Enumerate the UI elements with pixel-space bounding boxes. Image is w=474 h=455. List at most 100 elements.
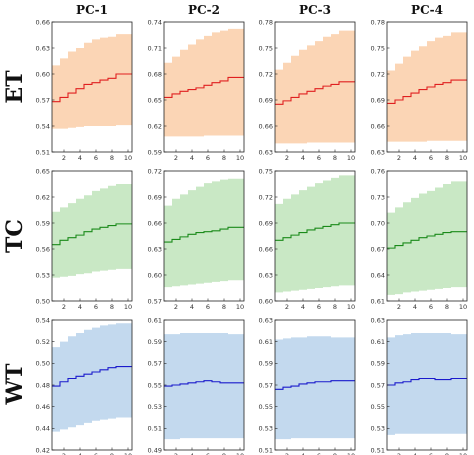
xtick-label-wt-pc-1-0: 2 [62,452,66,455]
xtick-label-et-pc-2-1: 4 [190,154,194,162]
xtick-label-wt-pc-1-4: 10 [124,452,132,455]
xtick-label-wt-pc-3-0: 2 [285,452,289,455]
band-wt-pc-4 [387,333,467,435]
ytick-label-wt-pc-2-3: 0.55 [148,381,162,389]
band-et-pc-1 [52,34,132,129]
xtick-label-tc-pc-4-0: 2 [397,303,401,311]
band-wt-pc-3 [275,336,355,440]
ytick-label-et-pc-3-1: 0.66 [259,122,273,130]
xtick-label-et-pc-4-1: 4 [413,154,417,162]
ytick-label-tc-pc-4-5: 0.76 [371,167,385,175]
xtick-label-tc-pc-2-4: 10 [236,303,244,311]
row-title-tc: TC [2,219,28,253]
xtick-label-wt-pc-2-1: 4 [190,452,194,455]
ytick-label-et-pc-4-5: 0.78 [371,18,385,26]
xtick-label-wt-pc-3-2: 6 [317,452,321,455]
frame-tc-pc-2 [163,170,245,302]
ytick-label-et-pc-3-4: 0.75 [259,44,273,52]
xtick-label-et-pc-2-3: 8 [222,154,226,162]
frame-et-pc-3 [274,21,356,153]
ytick-label-et-pc-2-2: 0.65 [148,96,162,104]
panel-tc-pc-2: 0.57 0.60 0.63 0.66 0.69 0.72 2 4 6 8 10 [148,167,245,311]
ytick-label-tc-pc-2-1: 0.60 [148,271,162,279]
column-title-pc-1: PC-1 [76,3,108,17]
xtick-label-et-pc-4-2: 6 [429,154,433,162]
ytick-label-tc-pc-3-1: 0.63 [259,271,273,279]
ytick-label-et-pc-1-4: 0.63 [36,44,50,52]
median-line-tc-pc-3 [275,222,355,241]
band-tc-pc-3 [275,175,355,293]
median-line-wt-pc-1 [52,366,132,387]
frame-et-pc-2 [163,21,245,153]
ytick-label-tc-pc-1-3: 0.59 [36,219,50,227]
median-line-tc-pc-1 [52,223,132,246]
row-title-wt: WT [2,363,28,406]
ytick-label-tc-pc-2-0: 0.57 [148,297,162,305]
ytick-label-et-pc-2-5: 0.74 [148,18,162,26]
ytick-label-tc-pc-1-4: 0.62 [36,193,50,201]
median-line-wt-pc-3 [275,380,355,390]
xtick-label-wt-pc-1-3: 8 [110,452,114,455]
ytick-label-tc-pc-4-0: 0.61 [371,297,385,305]
ytick-label-et-pc-2-4: 0.71 [148,44,162,52]
xtick-label-tc-pc-1-2: 6 [94,303,98,311]
frame-et-pc-4 [386,21,468,153]
ytick-label-et-pc-4-3: 0.72 [371,70,385,78]
ytick-label-wt-pc-3-1: 0.53 [259,425,273,433]
ytick-label-wt-pc-3-4: 0.59 [259,360,273,368]
xtick-label-et-pc-3-1: 4 [301,154,305,162]
median-line-tc-pc-4 [387,231,467,249]
panel-wt-pc-2: 0.49 0.51 0.53 0.55 0.57 0.59 0.61 2 4 6 8 10 [148,316,245,455]
row-title-et: ET [2,70,28,104]
xtick-label-wt-pc-3-1: 4 [301,452,305,455]
ytick-label-tc-pc-3-2: 0.66 [259,245,273,253]
xtick-label-et-pc-4-4: 10 [459,154,467,162]
ytick-label-et-pc-1-1: 0.54 [36,122,50,130]
xtick-label-et-pc-1-2: 6 [94,154,98,162]
ytick-label-wt-pc-2-2: 0.53 [148,403,162,411]
ytick-label-et-pc-1-2: 0.57 [36,96,50,104]
band-wt-pc-1 [52,323,132,432]
ytick-label-et-pc-2-0: 0.59 [148,148,162,156]
xtick-label-wt-pc-2-4: 10 [236,452,244,455]
xtick-label-wt-pc-4-4: 10 [459,452,467,455]
xtick-label-tc-pc-4-1: 4 [413,303,417,311]
ytick-label-et-pc-2-1: 0.62 [148,122,162,130]
ytick-label-et-pc-4-0: 0.63 [371,148,385,156]
ytick-label-tc-pc-2-4: 0.69 [148,193,162,201]
ytick-label-tc-pc-4-1: 0.64 [371,271,385,279]
median-line-wt-pc-2 [164,380,244,387]
xtick-label-tc-pc-3-3: 8 [333,303,337,311]
ytick-label-wt-pc-1-4: 0.50 [36,360,50,368]
ytick-label-et-pc-4-4: 0.75 [371,44,385,52]
xtick-label-et-pc-1-4: 10 [124,154,132,162]
frame-tc-pc-3 [274,170,356,302]
band-et-pc-3 [275,30,355,144]
xtick-label-wt-pc-4-3: 8 [445,452,449,455]
ytick-label-wt-pc-1-6: 0.54 [36,316,50,324]
ytick-label-wt-pc-4-6: 0.63 [371,316,385,324]
xtick-label-et-pc-4-0: 2 [397,154,401,162]
xtick-label-et-pc-4-3: 8 [445,154,449,162]
ytick-label-wt-pc-1-5: 0.52 [36,338,50,346]
ytick-label-wt-pc-1-2: 0.46 [36,403,50,411]
panel-et-pc-3: 0.63 0.66 0.69 0.72 0.75 0.78 2 4 6 8 10 [259,18,356,162]
ytick-label-tc-pc-3-0: 0.60 [259,297,273,305]
band-wt-pc-2 [164,333,244,440]
xtick-label-tc-pc-1-4: 10 [124,303,132,311]
xtick-label-wt-pc-2-0: 2 [174,452,178,455]
xtick-label-tc-pc-4-3: 8 [445,303,449,311]
xtick-label-tc-pc-3-1: 4 [301,303,305,311]
ytick-label-wt-pc-4-0: 0.51 [371,446,385,454]
frame-tc-pc-1 [51,170,133,302]
ytick-label-tc-pc-1-5: 0.65 [36,167,50,175]
row-titles: ET TC WT [2,70,28,406]
ytick-label-et-pc-1-5: 0.66 [36,18,50,26]
xtick-label-et-pc-3-3: 8 [333,154,337,162]
ytick-label-wt-pc-4-4: 0.59 [371,360,385,368]
ytick-label-wt-pc-4-3: 0.57 [371,381,385,389]
xtick-label-tc-pc-2-2: 6 [206,303,210,311]
xtick-label-wt-pc-2-3: 8 [222,452,226,455]
band-et-pc-2 [164,28,244,137]
xtick-label-tc-pc-4-2: 6 [429,303,433,311]
